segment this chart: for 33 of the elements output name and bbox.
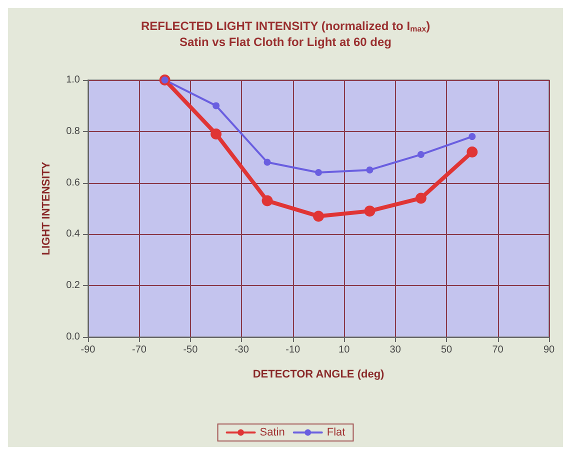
- point: [466, 146, 478, 158]
- chart-subtitle: Satin vs Flat Cloth for Light at 60 deg: [179, 35, 392, 49]
- point: [415, 192, 426, 204]
- y-tick-label: 0.2: [66, 280, 80, 292]
- point: [264, 158, 271, 166]
- legend-label: Satin: [260, 426, 285, 438]
- point: [210, 128, 222, 140]
- point: [468, 133, 476, 140]
- y-axis-title: LIGHT INTENSITY: [40, 161, 52, 256]
- x-axis-title: DETECTOR ANGLE (deg): [252, 368, 385, 380]
- x-tick-label: -30: [234, 344, 250, 356]
- point: [417, 151, 424, 158]
- point: [212, 102, 220, 110]
- x-tick-label: 70: [492, 344, 504, 356]
- x-tick-label: 50: [440, 344, 453, 356]
- point: [262, 195, 273, 206]
- x-tick-label: 10: [338, 344, 350, 356]
- x-tick-label: -90: [80, 344, 96, 356]
- y-tick-label: 0.4: [66, 228, 80, 240]
- x-tick-label: -70: [132, 344, 147, 356]
- x-tick-label: -50: [183, 344, 198, 356]
- x-tick-label: 90: [543, 344, 555, 356]
- y-tick-label: 0.8: [66, 126, 80, 137]
- y-tick-label: 0.6: [66, 177, 80, 188]
- point: [366, 166, 374, 174]
- x-tick-label: -10: [286, 344, 301, 356]
- y-tick-label: 1.0: [66, 74, 80, 86]
- legend-label: Flat: [326, 426, 346, 438]
- point: [313, 210, 324, 222]
- x-tick-label: 30: [390, 344, 402, 356]
- point: [315, 169, 322, 176]
- y-tick-label: 0.0: [66, 332, 80, 342]
- point: [364, 206, 376, 217]
